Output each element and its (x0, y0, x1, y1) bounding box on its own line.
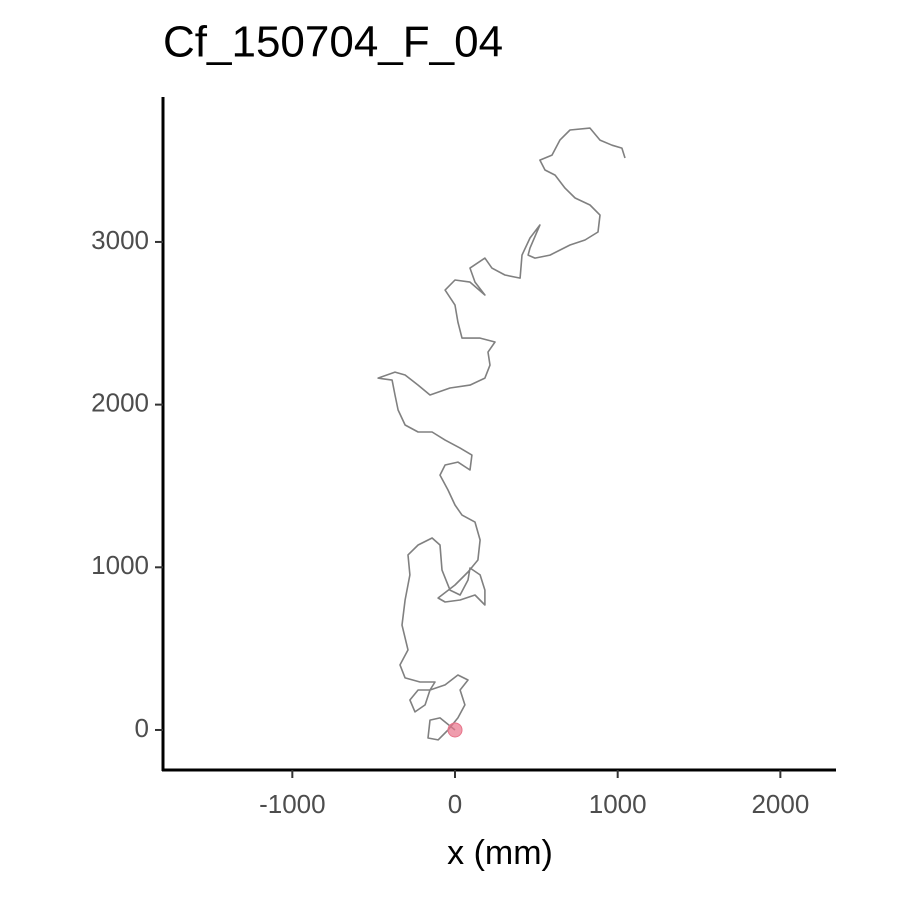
y-tick-label: 0 (135, 713, 149, 743)
x-axis-label: x (mm) (447, 834, 553, 872)
x-tick-label: 2000 (751, 789, 809, 819)
start-point (447, 722, 463, 738)
trajectory (377, 127, 626, 741)
x-tick-label: -1000 (259, 789, 326, 819)
y-tick-label: 3000 (91, 225, 149, 255)
y-tick-label: 1000 (91, 550, 149, 580)
x-tick-label: 1000 (589, 789, 647, 819)
x-tick-label: 0 (448, 789, 462, 819)
chart-title: Cf_150704_F_04 (163, 18, 503, 67)
y-tick-label: 2000 (91, 387, 149, 417)
